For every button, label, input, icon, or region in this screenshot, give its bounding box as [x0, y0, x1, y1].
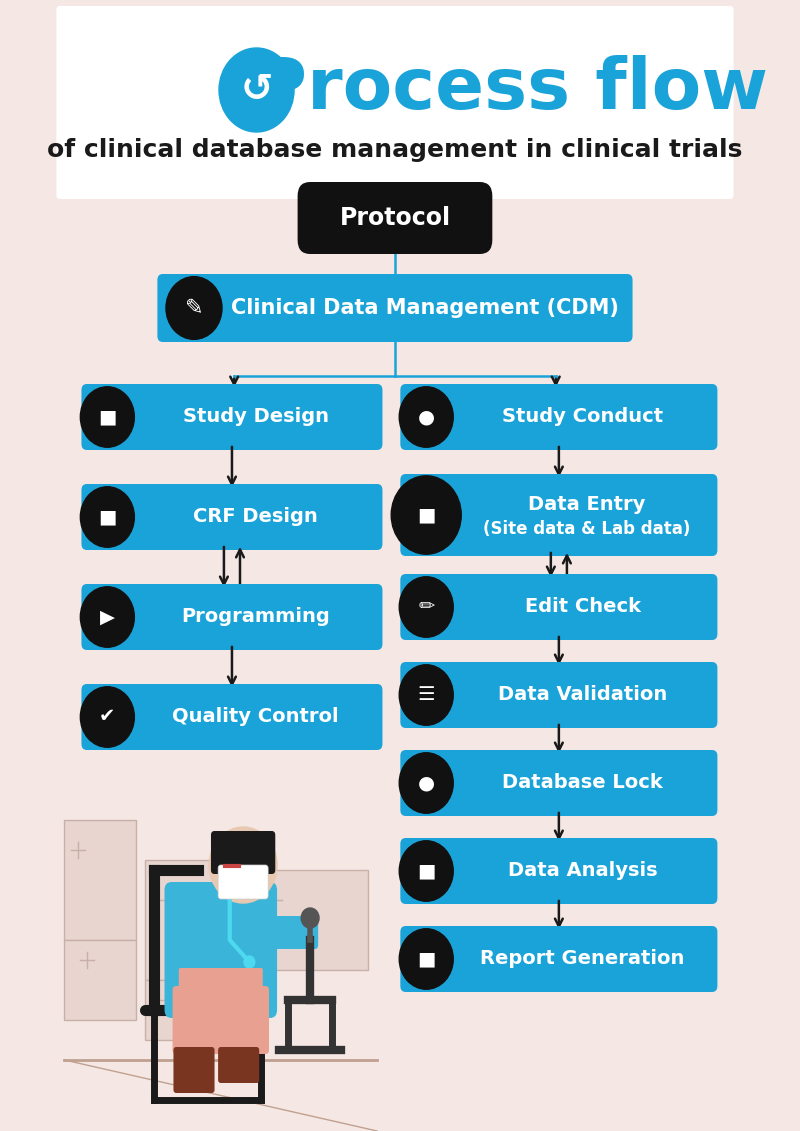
Text: ✎: ✎	[185, 297, 203, 318]
FancyBboxPatch shape	[400, 575, 718, 640]
Circle shape	[399, 753, 454, 813]
Bar	[145, 979, 234, 1041]
Text: ■: ■	[98, 407, 117, 426]
Circle shape	[209, 827, 277, 903]
FancyBboxPatch shape	[249, 916, 318, 949]
FancyBboxPatch shape	[218, 865, 268, 899]
Circle shape	[80, 486, 134, 547]
Text: ■: ■	[417, 862, 435, 881]
Circle shape	[399, 929, 454, 990]
FancyBboxPatch shape	[298, 182, 492, 254]
Text: ●: ●	[418, 407, 434, 426]
Text: (Site data & Lab data): (Site data & Lab data)	[483, 520, 690, 538]
Text: ↺: ↺	[240, 71, 273, 109]
Text: Database Lock: Database Lock	[502, 774, 663, 793]
FancyBboxPatch shape	[174, 1047, 214, 1093]
Circle shape	[399, 665, 454, 725]
Text: Process flow: Process flow	[254, 55, 768, 124]
Text: ■: ■	[417, 950, 435, 968]
Bar	[65, 940, 136, 1020]
Text: Data Entry: Data Entry	[528, 495, 646, 515]
Text: Study Conduct: Study Conduct	[502, 407, 663, 426]
Text: Study Design: Study Design	[182, 407, 329, 426]
Circle shape	[399, 577, 454, 637]
Circle shape	[399, 387, 454, 447]
Circle shape	[399, 840, 454, 901]
Text: ▶: ▶	[100, 607, 115, 627]
Text: ✏: ✏	[418, 597, 434, 616]
Text: ■: ■	[98, 508, 117, 527]
Text: Edit Check: Edit Check	[525, 597, 641, 616]
FancyBboxPatch shape	[400, 926, 718, 992]
FancyBboxPatch shape	[173, 986, 269, 1054]
Text: ■: ■	[417, 506, 435, 525]
Bar	[145, 860, 234, 979]
FancyBboxPatch shape	[400, 385, 718, 450]
Text: ☰: ☰	[418, 685, 435, 705]
FancyBboxPatch shape	[211, 831, 275, 874]
Text: ●: ●	[418, 774, 434, 793]
Bar	[65, 820, 136, 940]
FancyBboxPatch shape	[165, 882, 277, 1018]
Circle shape	[80, 387, 134, 447]
Text: Report Generation: Report Generation	[481, 950, 685, 968]
Text: Data Analysis: Data Analysis	[508, 862, 658, 881]
FancyBboxPatch shape	[179, 968, 262, 998]
FancyBboxPatch shape	[400, 662, 718, 728]
Text: Quality Control: Quality Control	[173, 708, 339, 726]
Circle shape	[391, 476, 462, 554]
Text: Protocol: Protocol	[339, 206, 450, 230]
Text: CRF Design: CRF Design	[194, 508, 318, 527]
Circle shape	[166, 277, 222, 339]
FancyBboxPatch shape	[400, 838, 718, 904]
Circle shape	[80, 587, 134, 647]
Text: of clinical database management in clinical trials: of clinical database management in clini…	[47, 138, 742, 162]
Circle shape	[244, 956, 254, 968]
FancyBboxPatch shape	[82, 385, 382, 450]
Circle shape	[301, 908, 319, 929]
FancyBboxPatch shape	[400, 474, 718, 556]
FancyBboxPatch shape	[158, 274, 633, 342]
Circle shape	[80, 687, 134, 748]
FancyBboxPatch shape	[400, 750, 718, 815]
Circle shape	[219, 48, 294, 132]
FancyBboxPatch shape	[82, 584, 382, 650]
Text: Clinical Data Management (CDM): Clinical Data Management (CDM)	[230, 297, 618, 318]
FancyBboxPatch shape	[218, 1047, 259, 1083]
Text: Programming: Programming	[182, 607, 330, 627]
FancyBboxPatch shape	[82, 684, 382, 750]
Bar	[261, 870, 368, 970]
Text: Data Validation: Data Validation	[498, 685, 667, 705]
Text: ✔: ✔	[99, 708, 115, 726]
FancyBboxPatch shape	[82, 484, 382, 550]
FancyBboxPatch shape	[57, 6, 734, 199]
